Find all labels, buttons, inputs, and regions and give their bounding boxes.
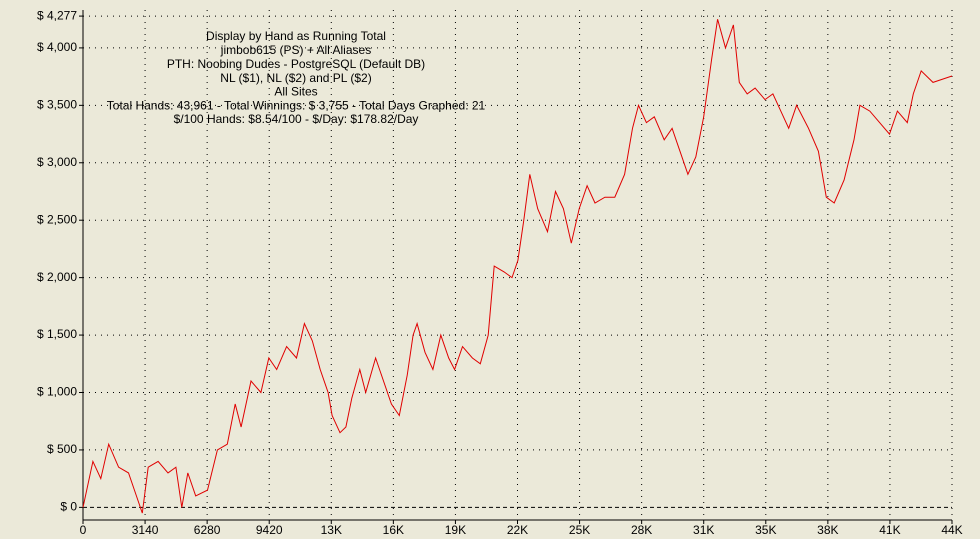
y-tick-label: $ 1,000	[37, 385, 77, 399]
y-tick-label: $ 3,500	[37, 98, 77, 112]
x-tick-label: 6280	[194, 523, 221, 537]
chart-subtitle: Total Hands: 43,961 - Total Winnings: $ …	[107, 98, 486, 112]
chart-subtitle: All Sites	[274, 85, 317, 99]
y-tick-label: $ 4,000	[37, 40, 77, 54]
y-tick-label: $ 0	[60, 500, 77, 514]
y-tick-label: $ 4,277	[37, 8, 77, 22]
x-tick-label: 41K	[879, 523, 900, 537]
x-tick-label: 22K	[507, 523, 528, 537]
x-tick-label: 3140	[132, 523, 159, 537]
y-tick-label: $ 3,000	[37, 155, 77, 169]
x-tick-label: 38K	[817, 523, 838, 537]
x-tick-label: 35K	[755, 523, 776, 537]
x-tick-label: 19K	[445, 523, 466, 537]
chart-title: Display by Hand as Running Total	[206, 29, 386, 43]
y-tick-label: $ 2,000	[37, 270, 77, 284]
y-tick-label: $ 1,500	[37, 327, 77, 341]
x-tick-label: 9420	[256, 523, 283, 537]
chart-subtitle: NL ($1), NL ($2) and PL ($2)	[220, 71, 371, 85]
x-tick-label: 16K	[383, 523, 404, 537]
x-tick-label: 31K	[693, 523, 714, 537]
y-tick-label: $ 500	[47, 442, 77, 456]
x-tick-label: 0	[80, 523, 87, 537]
chart-subtitle: PTH: Noobing Dudes - PostgreSQL (Default…	[167, 57, 425, 71]
x-tick-label: 13K	[321, 523, 342, 537]
x-tick-label: 44K	[941, 523, 962, 537]
running-total-line	[82, 19, 953, 514]
chart-subtitle: jimbob615 (PS) + All Aliases	[220, 43, 371, 57]
x-tick-label: 28K	[631, 523, 652, 537]
chart-subtitle: $/100 Hands: $8.54/100 - $/Day: $178.82/…	[174, 112, 419, 126]
x-tick-label: 25K	[569, 523, 590, 537]
y-tick-label: $ 2,500	[37, 212, 77, 226]
